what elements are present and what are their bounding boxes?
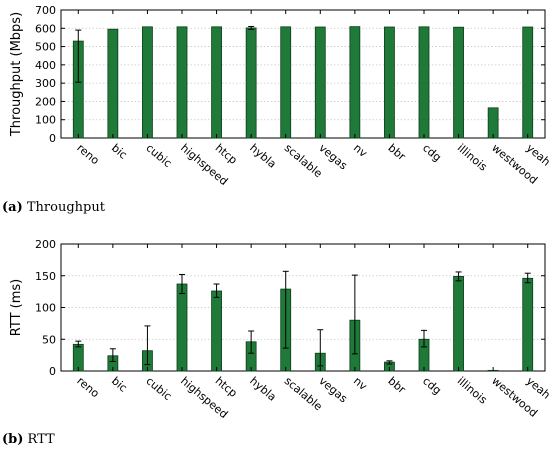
bar-htcp [211,290,222,372]
x-tick-label-hybla: hybla [247,374,279,403]
y-tick-label: 150 [35,270,56,283]
bar-hybla [245,27,257,139]
x-tick-label-illinois: illinois [455,374,490,406]
x-tick-label-yeah: yeah [524,141,550,168]
x-tick-label-hybla: hybla [247,141,279,170]
bar-westwood [487,107,499,139]
y-tick-label: 50 [42,333,56,346]
x-tick-label-cubic: cubic [144,141,175,170]
bar-htcp [211,26,222,139]
x-tick-label-reno: reno [74,141,102,167]
caption-b-text: RTT [23,432,55,447]
bar-vegas [314,26,326,139]
caption-a-text: Throughput [22,200,105,215]
bar-highspeed [176,283,188,372]
y-tick-label: 0 [49,132,56,145]
x-tick-label-scalable: scalable [282,374,325,413]
y-axis-label: Throughput (Mbps) [9,12,24,137]
x-tick-label-bic: bic [109,374,130,394]
x-tick-label-cdg: cdg [420,374,444,397]
y-tick-label: 300 [35,77,56,90]
x-tick-label-bbr: bbr [386,141,409,163]
y-tick-label: 100 [35,302,56,315]
throughput-chart: 0 100 200 300 400 500 600 700 Throughput (Mbps) r… [9,4,550,188]
x-tick-label-htcp: htcp [213,374,240,400]
x-tick-label-bic: bic [109,141,130,161]
x-tick-label-illinois: illinois [455,141,490,173]
x-tick-label-cdg: cdg [420,141,444,164]
bar-highspeed [176,26,188,139]
plot-frame [60,243,546,372]
bar-bic [107,28,119,139]
x-tick-label-reno: reno [74,374,102,400]
caption-a-letter: (a) [2,200,23,215]
x-tick-label-htcp: htcp [213,141,240,167]
y-tick-label: 0 [49,365,56,378]
bar-nv [349,26,361,139]
y-tick-label: 500 [35,41,56,54]
x-tick-label-bbr: bbr [386,374,409,396]
bar-scalable [280,26,292,139]
bar-yeah [522,26,534,139]
x-tick-label-nv: nv [351,141,370,160]
caption-b: (b) RTT [2,432,55,447]
bar-illinois [453,275,464,372]
caption-b-letter: (b) [2,432,24,447]
y-tick-label: 200 [35,238,56,251]
x-tick-label-scalable: scalable [282,141,325,180]
plot-frame [60,9,546,139]
y-axis-label: RTT (ms) [9,279,24,336]
bar-cdg [418,26,430,139]
x-tick-label-yeah: yeah [524,374,550,401]
x-tick-label-nv: nv [351,374,370,393]
y-tick-label: 200 [35,95,56,108]
y-tick-label: 700 [35,4,56,17]
y-tick-label: 600 [35,22,56,35]
y-tick-label: 100 [35,114,56,127]
y-tick-label: 400 [35,59,56,72]
bar-bbr [384,26,395,139]
bar-illinois [453,26,464,139]
bar-yeah [522,277,534,372]
bar-cubic [142,26,153,139]
caption-a: (a) Throughput [2,200,105,215]
x-tick-label-cubic: cubic [144,374,175,403]
bar-reno [72,343,84,372]
